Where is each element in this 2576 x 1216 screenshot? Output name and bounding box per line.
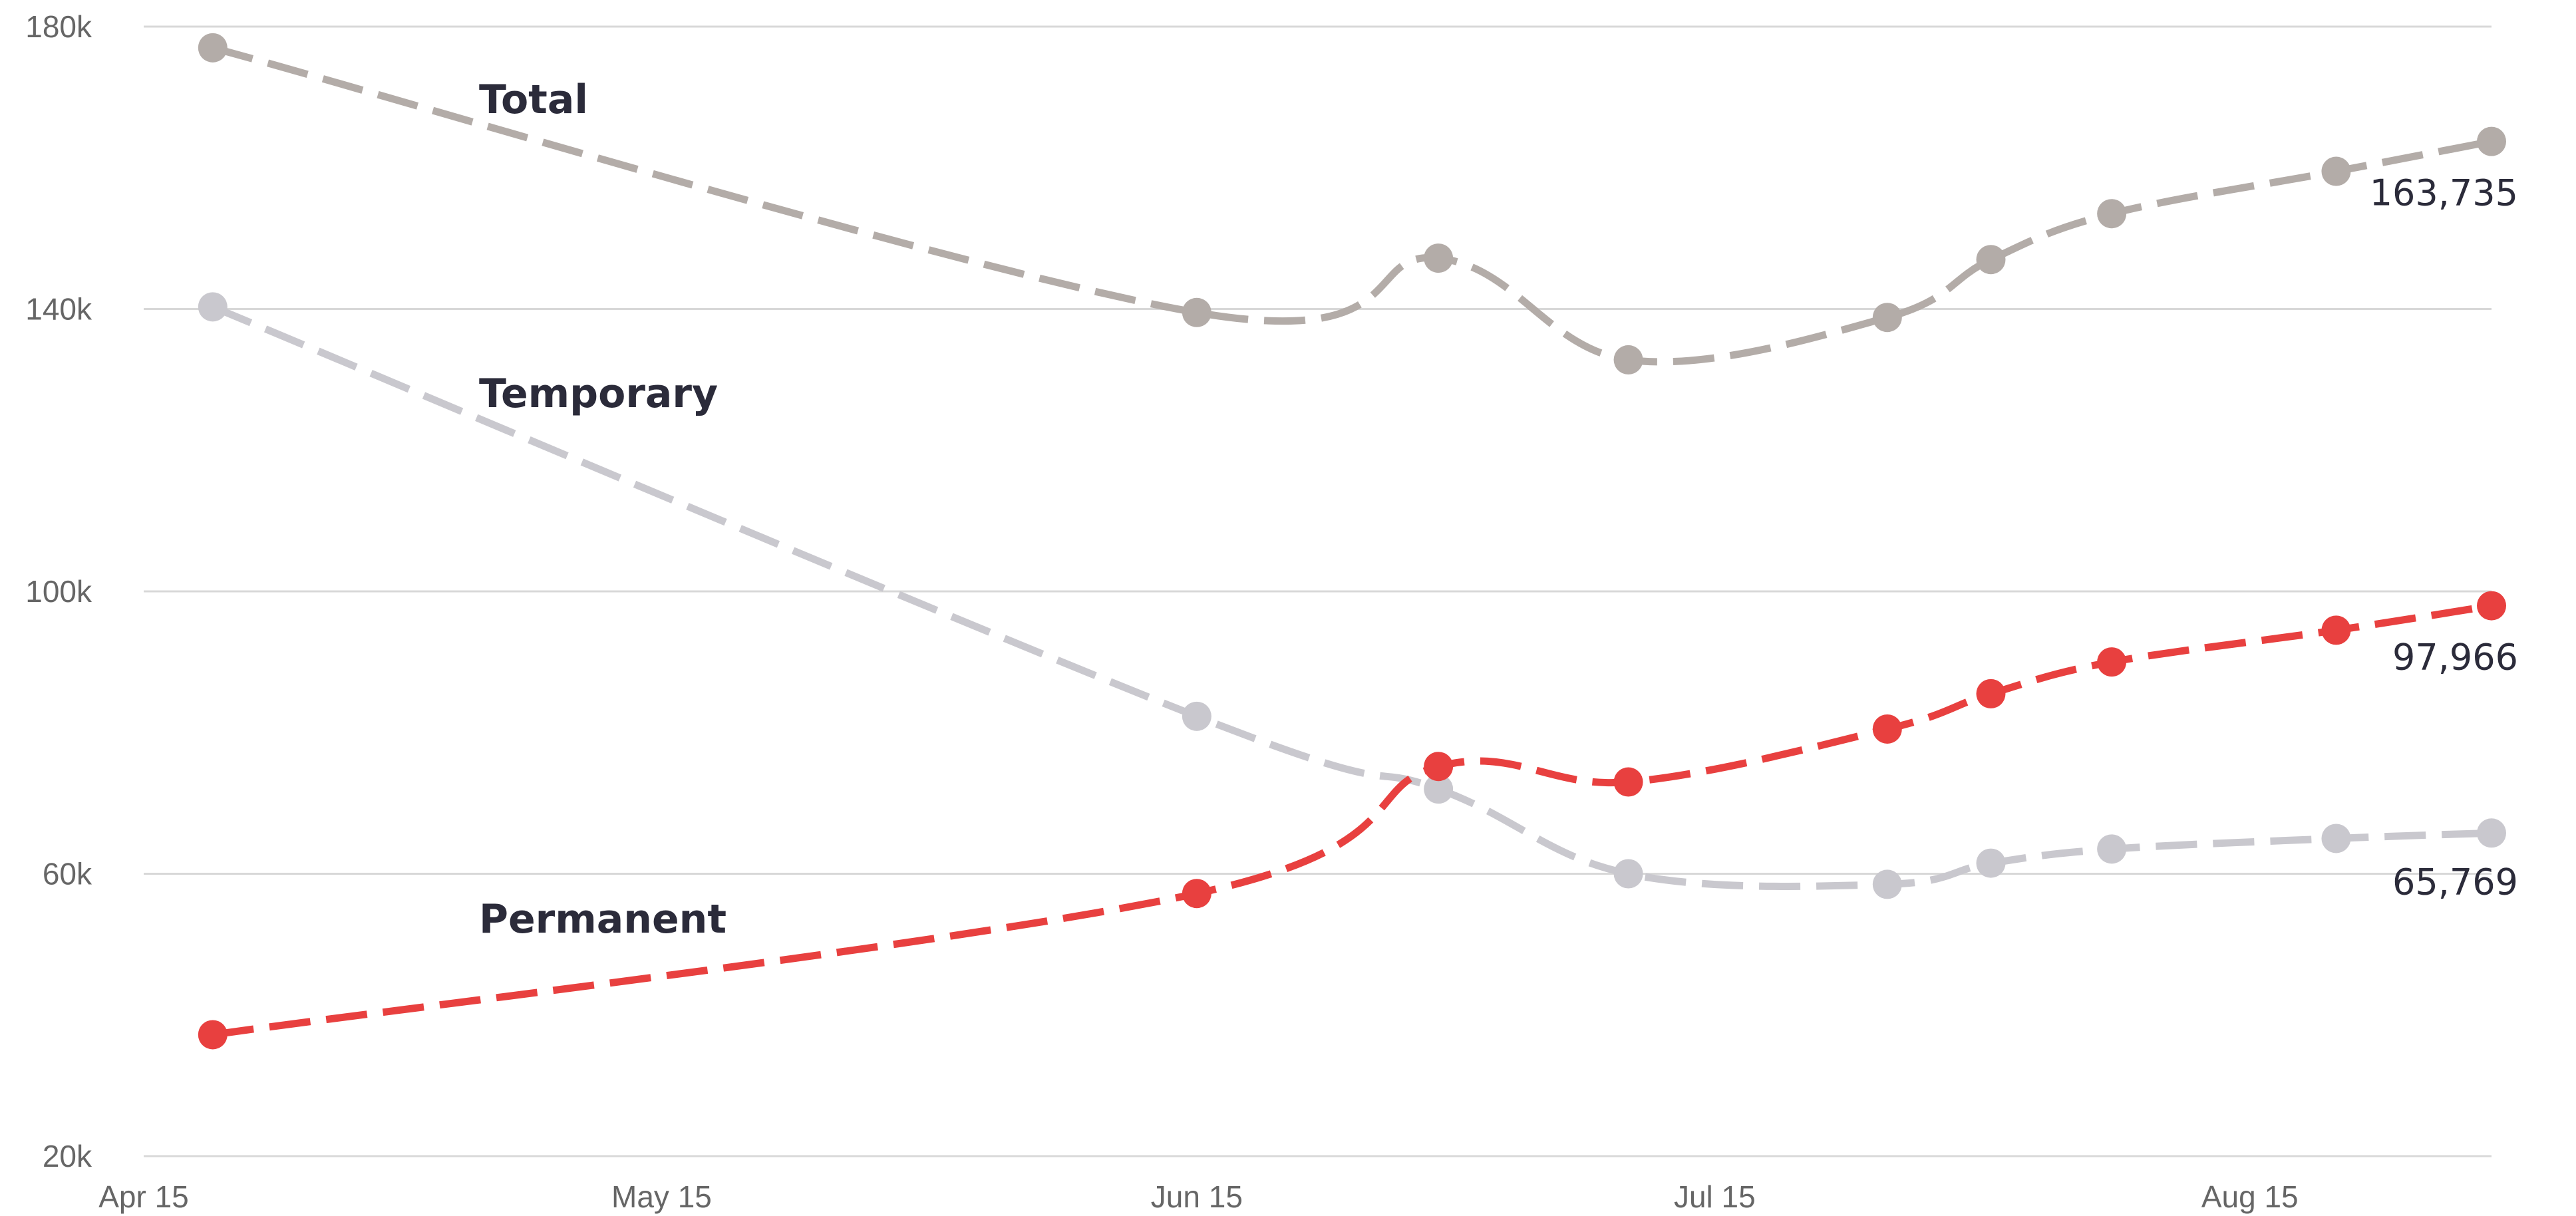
- data-point[interactable]: [1613, 345, 1643, 375]
- x-tick-label: Apr 15: [98, 1179, 189, 1214]
- x-tick-label: Jun 15: [1151, 1179, 1243, 1214]
- data-point[interactable]: [2321, 156, 2351, 186]
- data-point[interactable]: [1872, 303, 1902, 333]
- y-tick-label: 60k: [43, 857, 92, 891]
- data-point[interactable]: [2477, 591, 2506, 621]
- x-tick-label: Aug 15: [2201, 1179, 2299, 1214]
- series-temporary: [198, 292, 2506, 899]
- end-value-label: 65,769: [2392, 861, 2518, 903]
- data-point[interactable]: [2097, 647, 2127, 677]
- series-label-permanent: Permanent: [479, 896, 726, 943]
- data-point[interactable]: [1976, 848, 2006, 878]
- end-value-label: 97,966: [2392, 637, 2518, 679]
- data-point[interactable]: [2097, 199, 2127, 229]
- end-value-label: 163,735: [2370, 172, 2518, 214]
- data-point[interactable]: [1182, 879, 1211, 909]
- data-point[interactable]: [1182, 701, 1211, 731]
- data-point[interactable]: [2477, 818, 2506, 848]
- series-permanent: [198, 591, 2506, 1050]
- data-point[interactable]: [198, 33, 228, 63]
- data-point[interactable]: [1613, 859, 1643, 889]
- data-point[interactable]: [1613, 767, 1643, 797]
- series-label-total: Total: [479, 76, 588, 123]
- data-point[interactable]: [1424, 752, 1454, 782]
- series-group: [198, 33, 2506, 1050]
- y-axis-ticks: 20k 60k 100k 140k 180k: [25, 9, 92, 1173]
- data-point[interactable]: [1976, 679, 2006, 708]
- series-line-temporary: [211, 303, 2492, 890]
- series-line-permanent: [212, 602, 2492, 1038]
- data-point[interactable]: [2477, 126, 2506, 156]
- series-labels: Total 163,735 Temporary 65,769 Permanent 97,9…: [479, 76, 2518, 943]
- data-point[interactable]: [198, 1020, 228, 1050]
- y-tick-label: 100k: [25, 574, 92, 609]
- data-point[interactable]: [1424, 774, 1454, 804]
- data-point[interactable]: [198, 292, 228, 322]
- data-point[interactable]: [2321, 824, 2351, 853]
- data-point[interactable]: [1424, 243, 1454, 273]
- series-label-temporary: Temporary: [479, 371, 718, 417]
- y-tick-label: 180k: [25, 9, 92, 44]
- y-tick-label: 140k: [25, 292, 92, 327]
- data-point[interactable]: [2097, 834, 2127, 864]
- data-point[interactable]: [1976, 245, 2006, 275]
- y-tick-label: 20k: [43, 1139, 92, 1173]
- data-point[interactable]: [1872, 869, 1902, 899]
- x-tick-label: Jul 15: [1674, 1179, 1756, 1214]
- series-total: [198, 33, 2506, 375]
- data-point[interactable]: [2321, 615, 2351, 645]
- x-axis-ticks: Apr 15 May 15 Jun 15 Jul 15 Aug 15: [98, 1179, 2298, 1214]
- grid: [144, 25, 2492, 1157]
- x-tick-label: May 15: [611, 1179, 712, 1214]
- data-point[interactable]: [1182, 297, 1211, 327]
- data-point[interactable]: [1872, 714, 1902, 744]
